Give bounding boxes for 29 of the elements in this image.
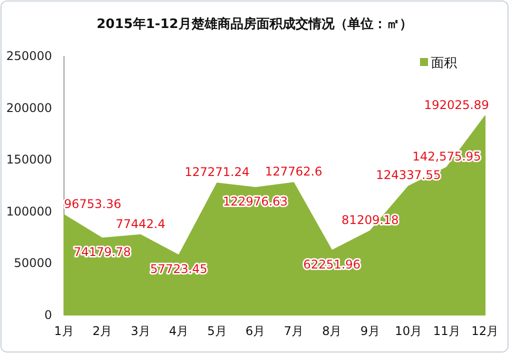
y-tick-label: 100000 <box>6 204 52 218</box>
y-tick-label: 150000 <box>6 152 52 167</box>
chart-title: 2015年1-12月楚雄商品房面积成交情况（单位：㎡） <box>96 16 412 32</box>
legend-label: 面积 <box>431 56 457 71</box>
y-tick-label: 0 <box>44 308 52 322</box>
y-tick-label: 50000 <box>14 256 52 270</box>
x-tick-label: 5月 <box>207 324 227 338</box>
x-tick-label: 4月 <box>169 324 189 338</box>
x-tick-label: 1月 <box>54 324 74 338</box>
data-label: 57723.45 <box>150 262 208 276</box>
data-label: 127271.24 <box>184 165 250 180</box>
x-tick-label: 9月 <box>360 324 380 338</box>
data-label: 192025.89 <box>424 98 489 112</box>
x-tick-label: 3月 <box>130 324 150 338</box>
data-label: 74179.78 <box>74 245 131 260</box>
x-tick-label: 7月 <box>284 324 304 338</box>
data-label: 122976.63 <box>222 194 288 209</box>
data-label: 96753.36 <box>64 196 122 211</box>
x-tick-label: 2月 <box>92 324 112 338</box>
x-tick-label: 8月 <box>322 324 342 338</box>
x-tick-label: 12月 <box>471 324 499 338</box>
x-tick-label: 11月 <box>433 324 460 338</box>
data-label: 127762.6 <box>265 164 322 179</box>
data-label: 77442.4 <box>116 216 166 231</box>
y-tick-label: 200000 <box>6 100 52 115</box>
data-label: 62251.96 <box>303 258 361 272</box>
y-tick-label: 250000 <box>6 49 52 63</box>
x-tick-label: 10月 <box>394 324 422 338</box>
x-tick-label: 6月 <box>246 324 266 338</box>
